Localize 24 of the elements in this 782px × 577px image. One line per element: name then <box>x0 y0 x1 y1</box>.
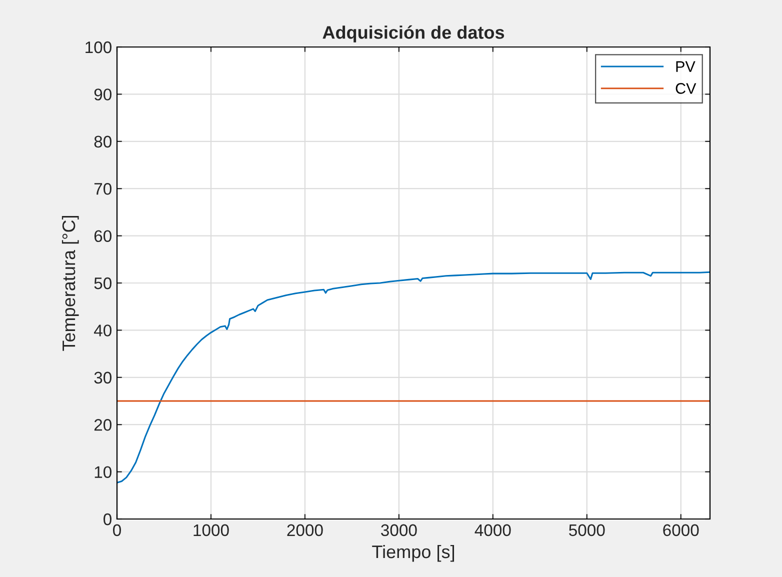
y-tick-label: 10 <box>94 466 112 478</box>
y-axis-title: Temperatura [°C] <box>62 216 79 351</box>
legend-label: PV <box>676 61 696 72</box>
x-tick-label: 3000 <box>381 524 417 536</box>
y-tick-label: 70 <box>94 183 112 195</box>
x-axis-title: Tiempo [s] <box>372 544 454 562</box>
line-series <box>117 271 710 484</box>
y-tick-label: 100 <box>86 41 112 54</box>
x-tick-label: 4000 <box>474 524 511 536</box>
y-tick-label: 50 <box>94 277 112 290</box>
y-tick-label: 40 <box>94 324 112 336</box>
y-tick-label: 60 <box>94 230 112 242</box>
x-tick-label: 1000 <box>194 524 229 536</box>
y-tick-label: 20 <box>94 419 112 431</box>
legend-label: CV <box>676 83 696 94</box>
x-tick-label: 0 <box>113 524 121 536</box>
y-tick-label: 30 <box>94 372 112 384</box>
y-tick-label: 90 <box>94 88 112 100</box>
x-tick-label: 6000 <box>663 524 699 536</box>
y-tick-label: 0 <box>104 513 112 526</box>
x-tick-label: 5000 <box>569 524 605 536</box>
y-tick-label: 80 <box>94 136 112 148</box>
chart-title: Adquisición de datos <box>322 25 504 42</box>
x-tick-label: 2000 <box>287 524 323 536</box>
